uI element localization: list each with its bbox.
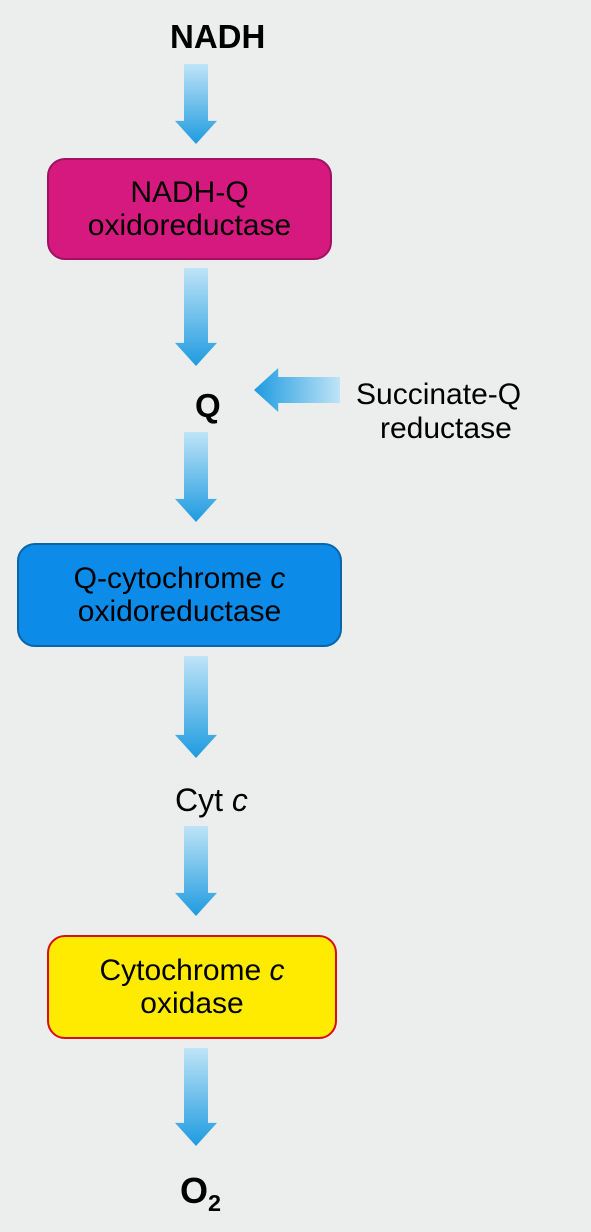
arrow-box1-to-q: [175, 268, 217, 366]
box3-line1b: c: [270, 954, 285, 987]
box1-line2: oxidoreductase: [88, 209, 291, 242]
succinate-line2: reductase: [356, 412, 512, 445]
o2-sub: 2: [208, 1190, 221, 1216]
box2-line1b: c: [270, 562, 285, 595]
box2-line2: oxidoreductase: [78, 595, 281, 628]
box-nadh-q-oxidoreductase: NADH-Q oxidoreductase: [47, 158, 332, 260]
box2-line1: Q-cytochrome c: [74, 562, 286, 595]
arrow-box3-to-o2: [175, 1048, 217, 1146]
arrow-cytc-to-box3: [175, 826, 217, 916]
cytc-a: Cyt: [175, 782, 232, 818]
box1-line1: NADH-Q: [130, 176, 248, 209]
arrow-succinate-to-q: [254, 368, 340, 412]
box-q-cytochrome-c-oxidoreductase: Q-cytochrome c oxidoreductase: [17, 543, 342, 647]
nadh-label: NADH: [170, 18, 265, 56]
succinate-q-reductase-label: Succinate-Qreductase: [356, 378, 521, 446]
box3-line1: Cytochrome c: [99, 954, 284, 987]
box-cytochrome-c-oxidase: Cytochrome c oxidase: [47, 935, 337, 1039]
o2-label: O2: [180, 1170, 221, 1212]
box2-line1a: Q-cytochrome: [74, 562, 271, 595]
arrow-nadh-to-box1: [175, 64, 217, 144]
cytc-b: c: [232, 782, 248, 818]
o2-main: O: [180, 1170, 208, 1211]
box3-line2: oxidase: [140, 987, 243, 1020]
arrow-q-to-box2: [175, 432, 217, 522]
succinate-line1: Succinate-Q: [356, 378, 521, 411]
arrow-box2-to-cytc: [175, 656, 217, 758]
q-label: Q: [195, 387, 221, 425]
cyt-c-label: Cyt c: [175, 782, 248, 819]
box3-line1a: Cytochrome: [99, 954, 269, 987]
